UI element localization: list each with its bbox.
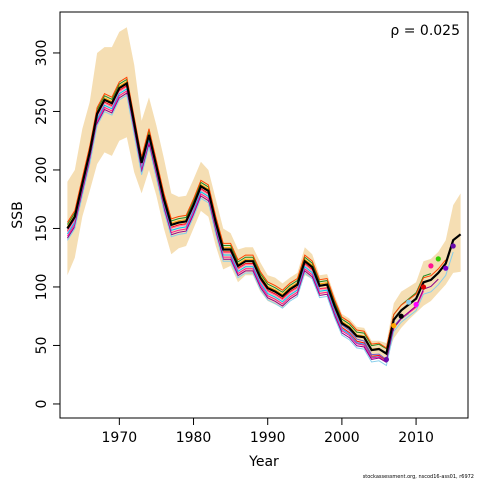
x-axis-label: Year <box>248 454 279 470</box>
endpoint-2006 <box>383 356 389 363</box>
endpoint-2007 <box>391 323 397 329</box>
y-tick-label-250: 250 <box>34 98 50 125</box>
endpoint-2014 <box>443 265 449 271</box>
retrospective-peels <box>66 76 454 367</box>
y-tick-label-200: 200 <box>34 157 50 184</box>
y-tick-label-150: 150 <box>34 215 50 242</box>
x-axis: 1970 1980 1990 2000 2010 <box>102 418 434 446</box>
peel-line-2015 <box>66 94 454 367</box>
endpoint-2015 <box>450 243 456 249</box>
x-tick-label-1980: 1980 <box>176 430 212 446</box>
ssb-estimate <box>66 81 462 356</box>
endpoint-2012 <box>428 263 434 269</box>
endpoint-2009 <box>406 299 412 305</box>
y-tick-label-100: 100 <box>34 274 50 301</box>
endpoint-2008 <box>398 313 404 319</box>
rho-annotation: ρ = 0.025 <box>390 23 460 39</box>
plot-frame <box>59 11 469 419</box>
footer-credit: stockassessment.org, nscod16-ass01, r697… <box>363 474 474 480</box>
endpoint-2011 <box>420 284 427 290</box>
x-tick-label-1990: 1990 <box>250 430 286 446</box>
peel-line-2009 <box>66 88 409 363</box>
y-tick-label-300: 300 <box>34 40 50 67</box>
y-axis: 0 50 100 150 200 250 300 <box>34 40 60 409</box>
peel-line-2014 <box>66 76 447 349</box>
peel-line-2011 <box>66 90 424 363</box>
y-tick-label-0: 0 <box>34 400 50 409</box>
ssb-line <box>66 81 462 356</box>
y-tick-label-50: 50 <box>34 337 50 355</box>
peel-endpoints <box>383 243 456 363</box>
x-tick-label-1970: 1970 <box>102 430 138 446</box>
y-axis-label: SSB <box>10 201 26 228</box>
x-tick-label-2010: 2010 <box>398 430 434 446</box>
endpoint-2013 <box>435 256 441 262</box>
x-tick-label-2000: 2000 <box>324 430 360 446</box>
endpoint-2010 <box>413 301 419 308</box>
peel-line-2010 <box>66 80 417 355</box>
